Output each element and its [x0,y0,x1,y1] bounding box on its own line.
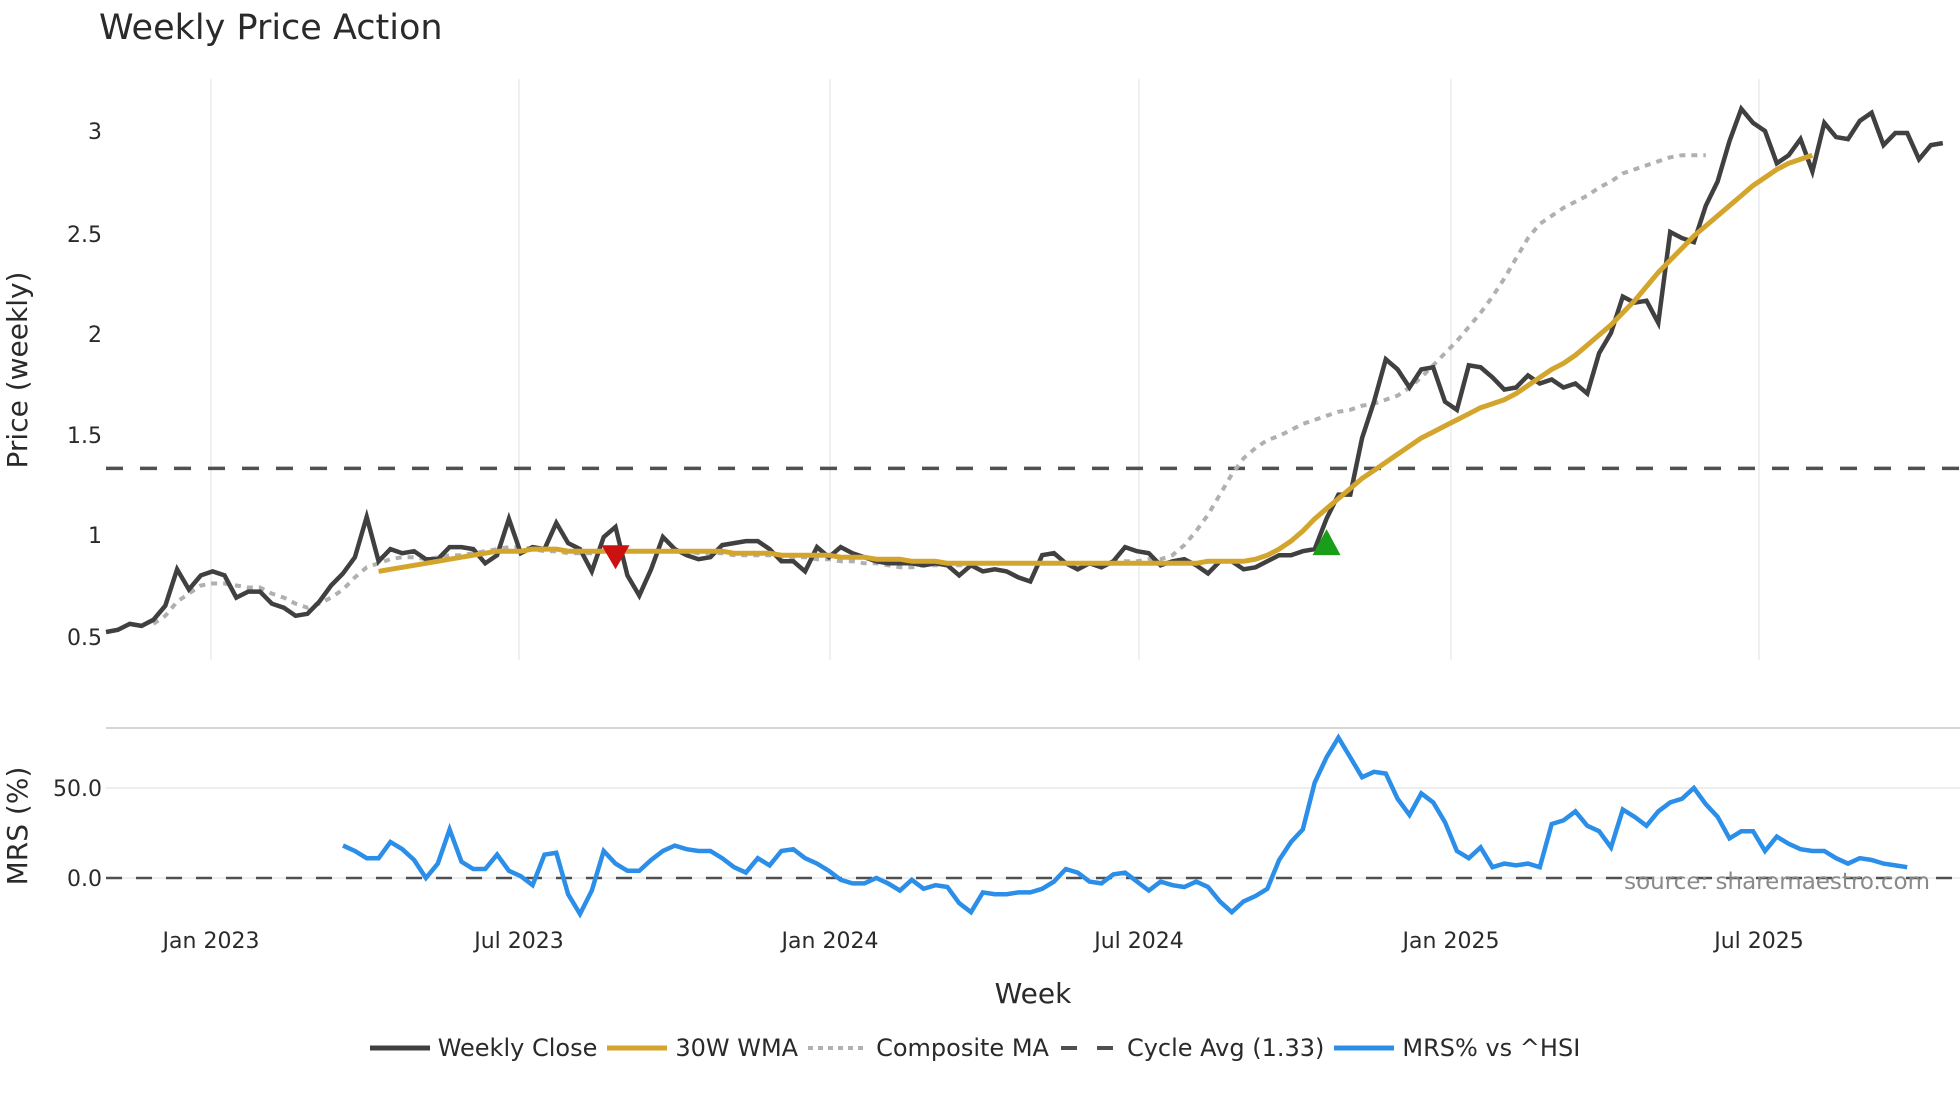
legend-label: Cycle Avg (1.33) [1126,1034,1325,1062]
x-tick: Jan 2024 [780,929,879,954]
legend-label: Composite MA [876,1034,1049,1062]
solid-line-icon [369,1036,430,1060]
mrs-tick: 50.0 [53,777,102,802]
legend-item-mrs[interactable]: MRS% vs ^HSI [1334,1034,1580,1062]
legend-item-weekly-close[interactable]: Weekly Close [369,1034,598,1062]
legend-label: 30W WMA [675,1034,799,1062]
x-tick: Jul 2025 [1712,929,1804,954]
legend-item-wma30[interactable]: 30W WMA [607,1034,798,1062]
dashed-line-icon [1059,1036,1119,1060]
x-tick: Jan 2025 [1401,929,1500,954]
x-ticks: Jan 2023 Jul 2023 Jan 2024 Jul 2024 Jan … [161,929,1804,954]
price-tick: 3 [88,120,102,145]
weekly-close-line [105,104,1944,635]
mrs-tick: 0.0 [67,867,102,892]
legend-label: MRS% vs ^HSI [1402,1034,1581,1062]
mrs-y-axis-title: MRS (%) [1,767,34,886]
price-y-ticks: 3 2.5 2 1.5 1 0.5 [67,120,102,651]
price-tick: 0.5 [67,626,102,651]
price-tick: 1 [88,524,102,549]
dotted-line-icon [808,1036,869,1060]
mrs-line [342,733,1908,919]
solid-line-icon [1334,1036,1395,1060]
price-y-axis-title: Price (weekly) [1,272,34,469]
sell-signal-marker-icon [601,545,630,570]
x-axis-title: Week [995,977,1072,1010]
buy-signal-marker-icon [1312,529,1341,556]
legend: Weekly Close 30W WMA Composite MA Cycle … [0,1034,1960,1062]
legend-item-cycle-avg[interactable]: Cycle Avg (1.33) [1059,1034,1324,1062]
price-tick: 1.5 [67,424,102,449]
legend-item-composite-ma[interactable]: Composite MA [808,1034,1049,1062]
chart-title: Weekly Price Action [99,8,443,48]
x-tick: Jan 2023 [161,929,260,954]
source-label: source: sharemaestro.com [1624,869,1930,895]
vertical-gridlines [210,79,1760,660]
composite-ma-line [152,153,1706,626]
x-tick: Jul 2023 [472,929,564,954]
x-tick: Jul 2024 [1092,929,1184,954]
legend-label: Weekly Close [437,1034,598,1062]
solid-line-icon [607,1036,668,1060]
price-tick: 2.5 [67,223,102,248]
price-tick: 2 [88,323,102,348]
